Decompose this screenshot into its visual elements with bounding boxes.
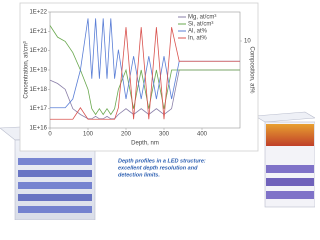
y-axis-label: Concentration, at/cm³ — [24, 41, 30, 98]
y-tick-label: 1E+20 — [29, 48, 47, 54]
series-line — [50, 18, 240, 109]
series-line — [49, 25, 240, 116]
caption: excellent depth resolution and — [118, 165, 198, 171]
y2-tick-label: 10 — [244, 39, 251, 45]
y-tick-label: 1E+22 — [29, 10, 47, 16]
series-line — [49, 69, 240, 120]
x-tick-label: 100 — [83, 132, 94, 138]
legend-label: Al, at% — [188, 29, 208, 35]
caption: detection limits. — [118, 172, 160, 178]
caption: Depth profiles in a LED structure: — [118, 158, 206, 164]
right-volume — [254, 111, 315, 208]
y-tick-label: 1E+18 — [29, 87, 47, 93]
series-line — [50, 27, 240, 120]
y-tick-label: 1E+17 — [29, 106, 47, 112]
x-tick-label: 300 — [159, 132, 170, 138]
y2-axis-label: Composition, at% — [248, 46, 254, 94]
legend-label: In, at% — [188, 36, 207, 42]
y-tick-label: 1E+16 — [29, 126, 47, 132]
y-tick-label: 1E+19 — [29, 68, 47, 74]
legend-label: Mg, at/cm³ — [188, 15, 216, 21]
x-tick-label: 200 — [121, 132, 132, 138]
legend-label: Si, at/cm³ — [188, 22, 213, 28]
chart-frame — [19, 2, 259, 152]
x-tick-label: 0 — [48, 132, 52, 138]
x-tick-label: 400 — [197, 132, 208, 138]
x-axis-label: Depth, nm — [131, 141, 159, 147]
y-tick-label: 1E+21 — [29, 29, 47, 35]
